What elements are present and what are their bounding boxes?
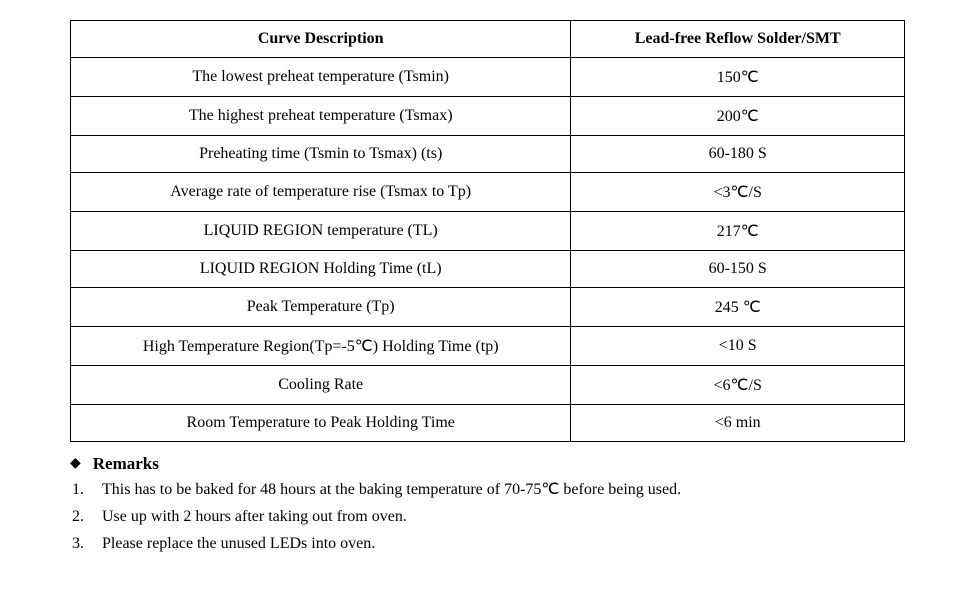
reflow-profile-table: Curve Description Lead-free Reflow Solde…: [70, 20, 905, 442]
cell-val: 60-180 S: [571, 136, 905, 173]
header-curve-description: Curve Description: [71, 21, 571, 58]
cell-desc: The lowest preheat temperature (Tsmin): [71, 58, 571, 97]
table-body: The lowest preheat temperature (Tsmin) 1…: [71, 58, 905, 442]
cell-val: 150℃: [571, 58, 905, 97]
cell-val: <6 min: [571, 405, 905, 442]
table-row: Cooling Rate <6℃/S: [71, 366, 905, 405]
cell-desc: Peak Temperature (Tp): [71, 288, 571, 327]
cell-desc: High Temperature Region(Tp=-5℃) Holding …: [71, 327, 571, 366]
cell-desc: Room Temperature to Peak Holding Time: [71, 405, 571, 442]
remarks-list: This has to be baked for 48 hours at the…: [70, 478, 905, 556]
table-row: Room Temperature to Peak Holding Time <6…: [71, 405, 905, 442]
cell-desc: LIQUID REGION temperature (TL): [71, 212, 571, 251]
cell-desc: LIQUID REGION Holding Time (tL): [71, 251, 571, 288]
cell-val: 200℃: [571, 97, 905, 136]
cell-desc: The highest preheat temperature (Tsmax): [71, 97, 571, 136]
table-row: Average rate of temperature rise (Tsmax …: [71, 173, 905, 212]
cell-desc: Cooling Rate: [71, 366, 571, 405]
remark-item: This has to be baked for 48 hours at the…: [70, 478, 905, 502]
header-lead-free: Lead-free Reflow Solder/SMT: [571, 21, 905, 58]
remark-item: Please replace the unused LEDs into oven…: [70, 532, 905, 556]
table-row: LIQUID REGION Holding Time (tL) 60-150 S: [71, 251, 905, 288]
diamond-bullet-icon: ◆: [70, 457, 81, 471]
table-row: Preheating time (Tsmin to Tsmax) (ts) 60…: [71, 136, 905, 173]
table-row: Peak Temperature (Tp) 245 ℃: [71, 288, 905, 327]
cell-val: <10 S: [571, 327, 905, 366]
table-row: High Temperature Region(Tp=-5℃) Holding …: [71, 327, 905, 366]
table-row: The lowest preheat temperature (Tsmin) 1…: [71, 58, 905, 97]
cell-val: 60-150 S: [571, 251, 905, 288]
remarks-header: ◆ Remarks: [70, 454, 905, 474]
cell-desc: Preheating time (Tsmin to Tsmax) (ts): [71, 136, 571, 173]
table-row: LIQUID REGION temperature (TL) 217℃: [71, 212, 905, 251]
table-row: The highest preheat temperature (Tsmax) …: [71, 97, 905, 136]
cell-val: 245 ℃: [571, 288, 905, 327]
cell-val: 217℃: [571, 212, 905, 251]
remarks-title: Remarks: [93, 454, 159, 474]
table-header-row: Curve Description Lead-free Reflow Solde…: [71, 21, 905, 58]
cell-val: <3℃/S: [571, 173, 905, 212]
cell-desc: Average rate of temperature rise (Tsmax …: [71, 173, 571, 212]
remark-item: Use up with 2 hours after taking out fro…: [70, 505, 905, 529]
cell-val: <6℃/S: [571, 366, 905, 405]
